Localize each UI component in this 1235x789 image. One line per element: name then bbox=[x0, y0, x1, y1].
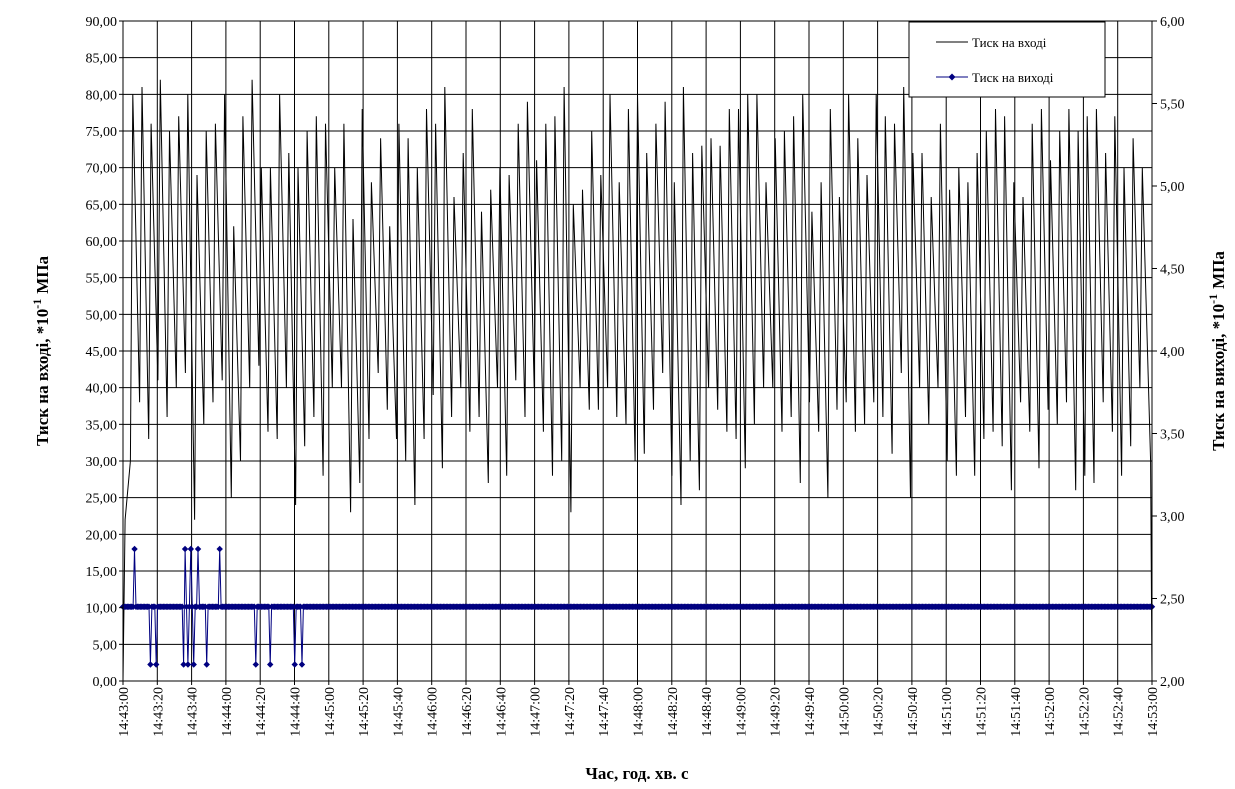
y-left-tick-label: 35,00 bbox=[86, 418, 118, 433]
x-tick-label: 14:52:40 bbox=[1112, 687, 1127, 737]
y-left-tick-labels: 0,00 5,00 10,00 15,00 20,00 25,00 30,00 35,00 40… bbox=[86, 15, 123, 690]
y-right-tick-label: 2,50 bbox=[1160, 593, 1185, 608]
outlet-point-marker bbox=[203, 661, 210, 668]
outlet-point-marker bbox=[180, 661, 187, 668]
x-tick-label: 14:46:20 bbox=[460, 687, 475, 737]
legend-marker-outlet bbox=[948, 73, 956, 81]
x-tick-label: 14:50:20 bbox=[872, 687, 887, 737]
y-right-tick-labels: 2,00 2,50 3,00 3,50 4,00 4,50 5,00 5,50 6,00 bbox=[1152, 15, 1185, 690]
x-tick-label: 14:48:40 bbox=[700, 687, 715, 737]
outlet-point-marker bbox=[190, 661, 197, 668]
y-right-tick-label: 5,00 bbox=[1160, 180, 1185, 195]
y-left-tick-label: 70,00 bbox=[86, 162, 118, 177]
outlet-point-marker bbox=[131, 545, 138, 553]
x-tick-label: 14:44:20 bbox=[254, 687, 269, 737]
x-tick-label: 14:47:40 bbox=[597, 687, 612, 737]
x-tick-label: 14:43:00 bbox=[117, 687, 132, 737]
y-right-tick-label: 2,00 bbox=[1160, 675, 1185, 690]
y-left-tick-label: 20,00 bbox=[86, 528, 118, 543]
x-tick-label: 14:51:40 bbox=[1009, 687, 1024, 737]
series-inlet-pressure bbox=[122, 79, 1153, 682]
x-tick-label: 14:43:20 bbox=[151, 687, 166, 737]
x-tick-label: 14:49:00 bbox=[734, 687, 749, 737]
legend: Тиск на вході Тиск на виході bbox=[908, 21, 1106, 98]
y-right-tick-label: 4,50 bbox=[1160, 263, 1185, 278]
y-left-tick-label: 25,00 bbox=[86, 492, 118, 507]
outlet-point-marker bbox=[178, 603, 186, 610]
y-right-axis-title: Тиск на виході, *10-1МПа bbox=[1206, 251, 1228, 451]
y-left-tick-label: 0,00 bbox=[93, 675, 118, 690]
y-left-tick-label: 45,00 bbox=[86, 345, 118, 360]
y-right-tick-label: 5,50 bbox=[1160, 98, 1185, 113]
y-left-tick-label: 75,00 bbox=[86, 125, 118, 140]
outlet-point-marker bbox=[147, 661, 154, 668]
outlet-point-marker bbox=[267, 661, 274, 668]
y-right-tick-label: 6,00 bbox=[1160, 15, 1185, 30]
x-tick-label: 14:44:40 bbox=[289, 687, 304, 737]
x-tick-label: 14:49:20 bbox=[769, 687, 784, 737]
outlet-point-marker bbox=[298, 661, 306, 668]
series-line-inlet bbox=[122, 79, 1153, 682]
outlet-point-marker bbox=[187, 545, 195, 553]
x-tick-label: 14:53:00 bbox=[1146, 687, 1161, 737]
outlet-point-marker bbox=[184, 661, 192, 668]
x-tick-label: 14:49:40 bbox=[803, 687, 818, 737]
x-tick-label: 14:44:00 bbox=[220, 687, 235, 737]
x-tick-label: 14:52:00 bbox=[1043, 687, 1058, 737]
legend-label-inlet: Тиск на вході bbox=[972, 35, 1047, 50]
y-left-tick-label: 50,00 bbox=[86, 308, 118, 323]
x-tick-label: 14:50:00 bbox=[837, 687, 852, 737]
y-left-tick-label: 10,00 bbox=[86, 602, 118, 617]
x-tick-label: 14:46:40 bbox=[494, 687, 509, 737]
x-tick-label: 14:47:20 bbox=[563, 687, 578, 737]
x-tick-label: 14:47:00 bbox=[529, 687, 544, 737]
y-left-tick-label: 30,00 bbox=[86, 455, 118, 470]
y-left-tick-label: 40,00 bbox=[86, 382, 118, 397]
x-tick-label: 14:45:40 bbox=[391, 687, 406, 737]
y-right-tick-label: 4,00 bbox=[1160, 345, 1185, 360]
y-left-tick-label: 85,00 bbox=[86, 52, 118, 67]
y-left-tick-label: 90,00 bbox=[86, 15, 118, 30]
outlet-point-marker bbox=[194, 545, 202, 553]
x-tick-label: 14:52:20 bbox=[1077, 687, 1092, 737]
x-tick-label: 14:48:00 bbox=[632, 687, 647, 737]
y-left-axis-title: Тиск на вході, *10-1МПа bbox=[30, 256, 52, 446]
y-right-tick-label: 3,00 bbox=[1160, 510, 1185, 525]
x-tick-label: 14:50:40 bbox=[906, 687, 921, 737]
outlet-point-marker bbox=[252, 661, 259, 668]
outlet-point-marker bbox=[216, 545, 223, 553]
y-left-tick-label: 60,00 bbox=[86, 235, 118, 250]
y-left-tick-label: 55,00 bbox=[86, 272, 118, 287]
legend-box bbox=[908, 21, 1106, 98]
chart-grid bbox=[122, 20, 1153, 682]
x-tick-labels: 14:43:00 14:43:20 14:43:40 14:44:00 14:44:20… bbox=[117, 681, 1161, 737]
x-tick-label: 14:51:20 bbox=[975, 687, 990, 737]
x-tick-label: 14:46:00 bbox=[426, 687, 441, 737]
outlet-point-marker bbox=[152, 661, 160, 668]
y-left-tick-label: 15,00 bbox=[86, 565, 118, 580]
y-left-tick-label: 65,00 bbox=[86, 198, 118, 213]
y-right-tick-label: 3,50 bbox=[1160, 428, 1185, 443]
x-tick-label: 14:51:00 bbox=[940, 687, 955, 737]
outlet-point-marker bbox=[181, 545, 189, 553]
x-tick-label: 14:45:20 bbox=[357, 687, 372, 737]
legend-label-outlet: Тиск на виході bbox=[972, 70, 1054, 85]
x-tick-label: 14:45:00 bbox=[323, 687, 338, 737]
y-left-tick-label: 80,00 bbox=[86, 88, 118, 103]
series-outlet-pressure bbox=[119, 545, 1156, 668]
y-left-tick-label: 5,00 bbox=[93, 638, 118, 653]
x-axis-title: Час, год. хв. с bbox=[585, 764, 689, 783]
x-tick-label: 14:43:40 bbox=[186, 687, 201, 737]
outlet-point-marker bbox=[291, 661, 298, 668]
x-tick-label: 14:48:20 bbox=[666, 687, 681, 737]
